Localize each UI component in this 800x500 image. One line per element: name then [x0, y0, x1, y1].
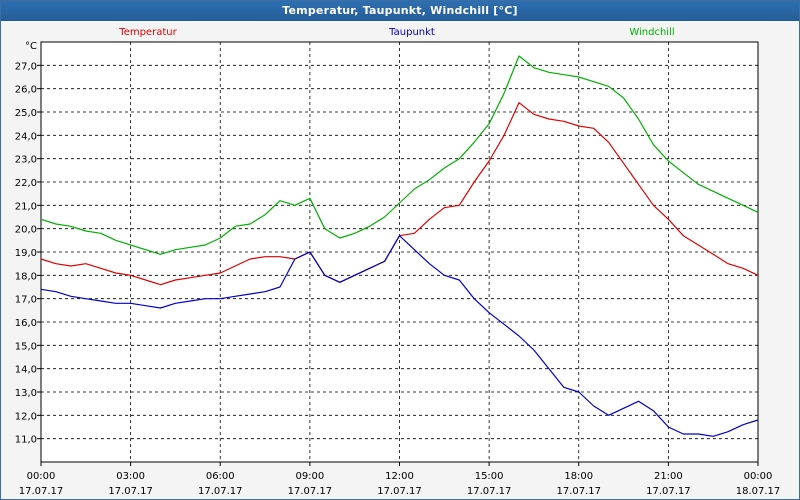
- y-tick-label: 12,0: [15, 411, 37, 422]
- series-line-taupunkt: [40, 235, 759, 437]
- x-tick-date: 17.07.17: [108, 486, 153, 497]
- y-tick-label: 24,0: [15, 131, 37, 142]
- y-tick-label: 13,0: [15, 388, 37, 399]
- y-tick-label: 14,0: [15, 365, 37, 376]
- y-tick-label: 26,0: [15, 85, 37, 96]
- series-lines: [40, 55, 759, 437]
- x-tick-time: 03:00: [116, 471, 145, 482]
- x-tick-time: 09:00: [295, 471, 324, 482]
- y-tick-label: 16,0: [15, 318, 37, 329]
- x-tick-date: 17.07.17: [646, 486, 691, 497]
- x-tick-date: 17.07.17: [556, 486, 601, 497]
- legend-taupunkt: Taupunkt: [388, 27, 435, 38]
- y-tick-label: 19,0: [15, 248, 37, 259]
- x-tick-date: 17.07.17: [377, 486, 422, 497]
- x-tick-date: 17.07.17: [288, 486, 333, 497]
- x-tick-date: 18.07.17: [736, 486, 781, 497]
- x-tick-time: 21:00: [654, 471, 683, 482]
- x-tick-date: 17.07.17: [19, 486, 64, 497]
- legend-windchill: Windchill: [629, 27, 674, 38]
- x-tick-time: 12:00: [385, 471, 414, 482]
- series-line-windchill: [40, 55, 759, 255]
- y-tick-label: 23,0: [15, 155, 37, 166]
- window-title: Temperatur, Taupunkt, Windchill [°C]: [1, 1, 799, 21]
- y-tick-label: 25,0: [15, 108, 37, 119]
- y-tick-label: 21,0: [15, 201, 37, 212]
- y-tick-label: 27,0: [15, 61, 37, 72]
- legend: Temperatur Taupunkt Windchill: [118, 27, 674, 38]
- y-tick-label: 20,0: [15, 225, 37, 236]
- x-tick-date: 17.07.17: [467, 486, 512, 497]
- x-tick-time: 06:00: [206, 471, 235, 482]
- y-tick-label: 18,0: [15, 271, 37, 282]
- y-tick-label: 17,0: [15, 295, 37, 306]
- x-tick-date: 17.07.17: [198, 486, 243, 497]
- y-tick-label: 11,0: [15, 435, 37, 446]
- x-tick-time: 00:00: [744, 471, 773, 482]
- y-tick-label: 22,0: [15, 178, 37, 189]
- axis-labels: 11,0 12,0 13,0 14,0 15,0 16,0 17,0 18,0 19,0 20,0…: [15, 41, 781, 497]
- y-axis-unit: °C: [25, 41, 37, 52]
- legend-temperatur: Temperatur: [118, 27, 177, 38]
- y-tick-label: 15,0: [15, 341, 37, 352]
- x-tick-time: 15:00: [475, 471, 504, 482]
- x-tick-time: 00:00: [27, 471, 56, 482]
- x-tick-time: 18:00: [564, 471, 593, 482]
